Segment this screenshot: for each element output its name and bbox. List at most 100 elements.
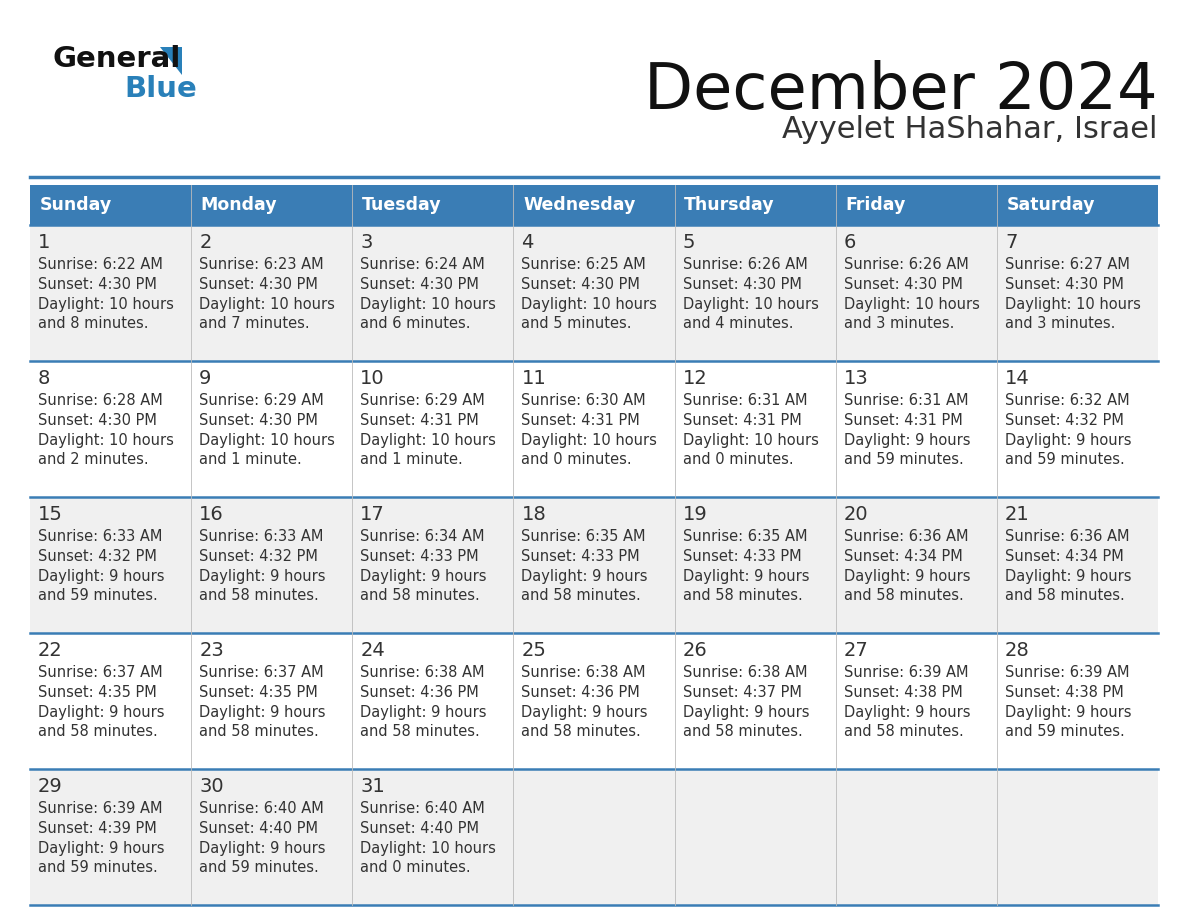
Text: Sunday: Sunday	[39, 196, 112, 214]
Text: 23: 23	[200, 641, 225, 660]
Bar	[997, 633, 1158, 769]
Bar	[513, 361, 675, 497]
Text: Sunset: 4:31 PM: Sunset: 4:31 PM	[360, 413, 479, 428]
Text: and 58 minutes.: and 58 minutes.	[1005, 588, 1125, 603]
Text: 19: 19	[683, 505, 707, 524]
Text: and 2 minutes.: and 2 minutes.	[38, 452, 148, 467]
Text: Sunset: 4:31 PM: Sunset: 4:31 PM	[843, 413, 962, 428]
Text: Sunrise: 6:33 AM: Sunrise: 6:33 AM	[200, 529, 323, 544]
Bar	[997, 769, 1158, 905]
Bar	[353, 185, 513, 225]
Text: Daylight: 9 hours: Daylight: 9 hours	[38, 705, 165, 720]
Text: Sunrise: 6:40 AM: Sunrise: 6:40 AM	[200, 801, 324, 816]
Text: 10: 10	[360, 369, 385, 388]
Text: Sunset: 4:40 PM: Sunset: 4:40 PM	[200, 821, 318, 836]
Text: Sunrise: 6:30 AM: Sunrise: 6:30 AM	[522, 393, 646, 408]
Text: and 58 minutes.: and 58 minutes.	[522, 724, 642, 739]
Text: and 58 minutes.: and 58 minutes.	[522, 588, 642, 603]
Text: and 59 minutes.: and 59 minutes.	[1005, 452, 1125, 467]
Text: Sunrise: 6:22 AM: Sunrise: 6:22 AM	[38, 257, 163, 272]
Bar	[997, 225, 1158, 361]
Text: Daylight: 9 hours: Daylight: 9 hours	[38, 569, 165, 584]
Text: and 59 minutes.: and 59 minutes.	[843, 452, 963, 467]
Text: Daylight: 9 hours: Daylight: 9 hours	[1005, 705, 1131, 720]
Text: Daylight: 10 hours: Daylight: 10 hours	[843, 297, 980, 312]
Text: and 5 minutes.: and 5 minutes.	[522, 316, 632, 331]
Text: 29: 29	[38, 777, 63, 796]
Bar	[997, 361, 1158, 497]
Text: and 6 minutes.: and 6 minutes.	[360, 316, 470, 331]
Text: 5: 5	[683, 233, 695, 252]
Text: Sunrise: 6:35 AM: Sunrise: 6:35 AM	[522, 529, 646, 544]
Bar	[30, 361, 191, 497]
Text: and 58 minutes.: and 58 minutes.	[38, 724, 158, 739]
Text: Sunset: 4:30 PM: Sunset: 4:30 PM	[522, 277, 640, 292]
Text: 17: 17	[360, 505, 385, 524]
Text: Daylight: 10 hours: Daylight: 10 hours	[683, 433, 819, 448]
Text: Sunset: 4:38 PM: Sunset: 4:38 PM	[843, 685, 962, 700]
Text: 30: 30	[200, 777, 223, 796]
Text: Sunrise: 6:40 AM: Sunrise: 6:40 AM	[360, 801, 485, 816]
Bar	[30, 225, 191, 361]
Text: Sunrise: 6:27 AM: Sunrise: 6:27 AM	[1005, 257, 1130, 272]
Text: Sunset: 4:34 PM: Sunset: 4:34 PM	[843, 549, 962, 564]
Text: Sunset: 4:36 PM: Sunset: 4:36 PM	[360, 685, 479, 700]
Text: Sunrise: 6:33 AM: Sunrise: 6:33 AM	[38, 529, 163, 544]
Text: and 3 minutes.: and 3 minutes.	[1005, 316, 1116, 331]
Text: Daylight: 9 hours: Daylight: 9 hours	[360, 705, 487, 720]
Text: and 58 minutes.: and 58 minutes.	[683, 588, 802, 603]
Text: 2: 2	[200, 233, 211, 252]
Text: 31: 31	[360, 777, 385, 796]
Text: and 59 minutes.: and 59 minutes.	[38, 588, 158, 603]
Text: Sunset: 4:34 PM: Sunset: 4:34 PM	[1005, 549, 1124, 564]
Bar	[997, 497, 1158, 633]
Text: Daylight: 10 hours: Daylight: 10 hours	[200, 433, 335, 448]
Text: Wednesday: Wednesday	[523, 196, 636, 214]
Text: 3: 3	[360, 233, 373, 252]
Bar	[835, 769, 997, 905]
Text: Sunset: 4:32 PM: Sunset: 4:32 PM	[1005, 413, 1124, 428]
Text: Saturday: Saturday	[1006, 196, 1095, 214]
Text: Sunset: 4:35 PM: Sunset: 4:35 PM	[38, 685, 157, 700]
Bar	[353, 497, 513, 633]
Text: Daylight: 9 hours: Daylight: 9 hours	[843, 569, 971, 584]
Text: 15: 15	[38, 505, 63, 524]
Text: Sunset: 4:30 PM: Sunset: 4:30 PM	[38, 413, 157, 428]
Text: and 58 minutes.: and 58 minutes.	[843, 588, 963, 603]
Text: Sunrise: 6:38 AM: Sunrise: 6:38 AM	[522, 665, 646, 680]
Text: Sunset: 4:37 PM: Sunset: 4:37 PM	[683, 685, 802, 700]
Bar	[997, 185, 1158, 225]
Text: and 59 minutes.: and 59 minutes.	[1005, 724, 1125, 739]
Text: 28: 28	[1005, 641, 1030, 660]
Bar	[30, 769, 191, 905]
Text: and 58 minutes.: and 58 minutes.	[843, 724, 963, 739]
Text: Daylight: 9 hours: Daylight: 9 hours	[843, 705, 971, 720]
Text: Sunrise: 6:32 AM: Sunrise: 6:32 AM	[1005, 393, 1130, 408]
Text: Sunrise: 6:28 AM: Sunrise: 6:28 AM	[38, 393, 163, 408]
Text: Sunset: 4:39 PM: Sunset: 4:39 PM	[38, 821, 157, 836]
Text: Sunset: 4:36 PM: Sunset: 4:36 PM	[522, 685, 640, 700]
Text: Daylight: 9 hours: Daylight: 9 hours	[1005, 569, 1131, 584]
Text: 21: 21	[1005, 505, 1030, 524]
Text: and 3 minutes.: and 3 minutes.	[843, 316, 954, 331]
Text: Blue: Blue	[124, 75, 197, 103]
Text: Daylight: 10 hours: Daylight: 10 hours	[522, 433, 657, 448]
Text: and 59 minutes.: and 59 minutes.	[200, 860, 318, 875]
Text: 4: 4	[522, 233, 533, 252]
Bar	[513, 633, 675, 769]
Bar	[513, 185, 675, 225]
Text: Sunset: 4:40 PM: Sunset: 4:40 PM	[360, 821, 479, 836]
Bar	[191, 361, 353, 497]
Text: Sunrise: 6:37 AM: Sunrise: 6:37 AM	[200, 665, 324, 680]
Text: 11: 11	[522, 369, 546, 388]
Text: Sunset: 4:33 PM: Sunset: 4:33 PM	[522, 549, 640, 564]
Text: Sunrise: 6:34 AM: Sunrise: 6:34 AM	[360, 529, 485, 544]
Text: Daylight: 10 hours: Daylight: 10 hours	[38, 297, 173, 312]
Text: and 58 minutes.: and 58 minutes.	[683, 724, 802, 739]
Text: Thursday: Thursday	[684, 196, 775, 214]
Text: 18: 18	[522, 505, 546, 524]
Bar	[30, 497, 191, 633]
Text: Sunrise: 6:26 AM: Sunrise: 6:26 AM	[683, 257, 808, 272]
Text: Daylight: 9 hours: Daylight: 9 hours	[200, 705, 326, 720]
Text: Sunset: 4:30 PM: Sunset: 4:30 PM	[1005, 277, 1124, 292]
